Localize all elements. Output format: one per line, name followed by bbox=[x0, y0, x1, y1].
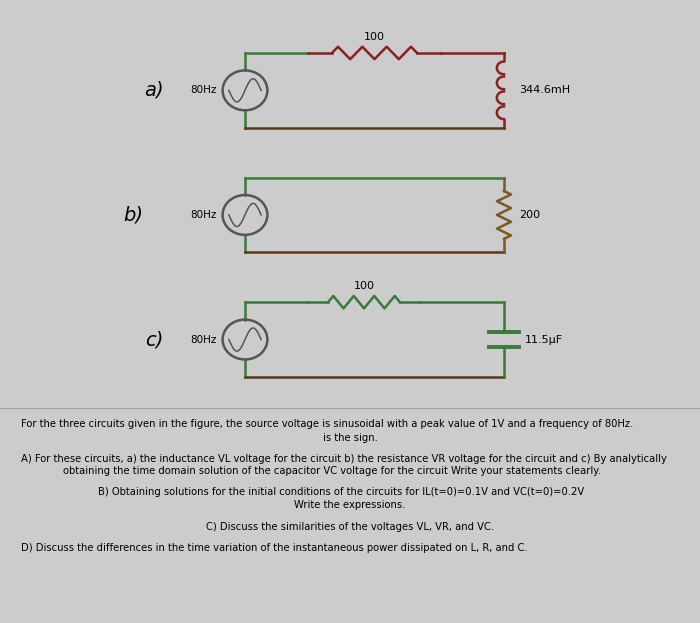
Text: obtaining the time domain solution of the capacitor VC voltage for the circuit W: obtaining the time domain solution of th… bbox=[63, 466, 601, 476]
Text: 200: 200 bbox=[519, 210, 540, 220]
Text: For the three circuits given in the figure, the source voltage is sinusoidal wit: For the three circuits given in the figu… bbox=[21, 419, 634, 429]
Text: 100: 100 bbox=[354, 281, 374, 291]
Text: 80Hz: 80Hz bbox=[190, 210, 217, 220]
Text: D) Discuss the differences in the time variation of the instantaneous power diss: D) Discuss the differences in the time v… bbox=[21, 543, 528, 553]
Text: b): b) bbox=[123, 206, 143, 224]
Text: C) Discuss the similarities of the voltages VL, VR, and VC.: C) Discuss the similarities of the volta… bbox=[206, 522, 494, 532]
Text: a): a) bbox=[144, 81, 164, 100]
Text: B) Obtaining solutions for the initial conditions of the circuits for IL(t=0)=0.: B) Obtaining solutions for the initial c… bbox=[98, 487, 584, 497]
Text: Write the expressions.: Write the expressions. bbox=[294, 500, 406, 510]
Text: A) For these circuits, a) the inductance VL voltage for the circuit b) the resis: A) For these circuits, a) the inductance… bbox=[21, 454, 667, 464]
Text: c): c) bbox=[145, 330, 163, 349]
Text: 11.5μF: 11.5μF bbox=[525, 335, 563, 345]
Text: is the sign.: is the sign. bbox=[323, 433, 377, 443]
Text: 80Hz: 80Hz bbox=[190, 85, 217, 95]
Text: 80Hz: 80Hz bbox=[190, 335, 217, 345]
Text: 344.6mH: 344.6mH bbox=[519, 85, 570, 95]
Text: 100: 100 bbox=[364, 32, 385, 42]
